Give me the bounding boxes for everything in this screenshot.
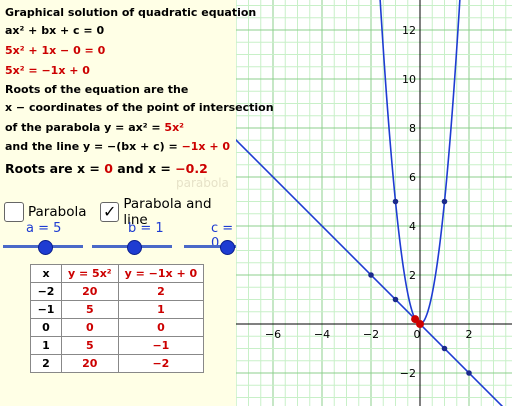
slider-c-knob[interactable] bbox=[220, 240, 235, 255]
parabola-prefix: of the parabola y = ax² = bbox=[5, 121, 165, 134]
checkbox-parabola-and-line[interactable]: ✓ Parabola and line bbox=[100, 196, 236, 228]
table-cell: 5 bbox=[61, 336, 119, 355]
explanation-line-1: Roots of the equation are the bbox=[5, 83, 189, 96]
table-cell: 5 bbox=[61, 300, 119, 319]
checkbox-box[interactable] bbox=[4, 202, 24, 222]
line-series-path bbox=[211, 115, 504, 406]
table-cell: −2 bbox=[117, 354, 205, 373]
table-header-line: y = −1x + 0 bbox=[117, 264, 205, 283]
line-point bbox=[466, 370, 472, 376]
table-cell: 2 bbox=[117, 282, 205, 301]
intersection-point bbox=[416, 320, 424, 328]
slider-c-track[interactable] bbox=[184, 245, 236, 248]
parabola-value: 5x² bbox=[164, 121, 184, 134]
x-tick-label: −4 bbox=[314, 328, 330, 341]
table-cell: 20 bbox=[61, 354, 119, 373]
parabola-point bbox=[392, 198, 399, 205]
root-1: 0 bbox=[104, 161, 113, 176]
table-cell: −1 bbox=[117, 336, 205, 355]
roots-middle: and x = bbox=[112, 161, 176, 176]
y-tick-label: 4 bbox=[409, 220, 416, 233]
x-tick-label: 0 bbox=[414, 328, 421, 341]
slider-b-label: b = 1 bbox=[128, 221, 164, 236]
table-cell: 1 bbox=[117, 300, 205, 319]
line-value: −1x + 0 bbox=[181, 140, 231, 153]
y-tick-label: 12 bbox=[402, 24, 416, 37]
slider-a-knob[interactable] bbox=[38, 240, 53, 255]
table-cell: 20 bbox=[61, 282, 119, 301]
table-header-x: x bbox=[30, 264, 62, 283]
x-tick-label: −6 bbox=[265, 328, 281, 341]
explanation-line-3: of the parabola y = ax² = 5x² bbox=[5, 121, 184, 134]
table-row: 2 20 −2 bbox=[30, 354, 205, 373]
y-tick-label: 10 bbox=[402, 73, 416, 86]
x-tick-label: 2 bbox=[466, 328, 473, 341]
line-prefix: and the line y = −(bx + c) = bbox=[5, 140, 182, 153]
page-title: Graphical solution of quadratic equation bbox=[5, 6, 257, 19]
table-row: −2 20 2 bbox=[30, 282, 205, 301]
line-point bbox=[368, 272, 374, 278]
equation-rearranged: 5x² = −1x + 0 bbox=[5, 64, 90, 77]
equation-general: ax² + bx + c = 0 bbox=[5, 24, 105, 37]
x-tick-label: −2 bbox=[363, 328, 379, 341]
table-cell: −1 bbox=[30, 300, 62, 319]
intersection-point bbox=[411, 315, 420, 324]
line-point bbox=[441, 345, 448, 352]
y-tick-label: 6 bbox=[409, 171, 416, 184]
faint-label: parabola bbox=[176, 176, 229, 190]
line-point bbox=[392, 296, 399, 303]
checkbox-label: Parabola and line bbox=[123, 196, 212, 228]
checkbox-parabola[interactable]: Parabola bbox=[4, 201, 86, 223]
slider-b-knob[interactable] bbox=[127, 240, 142, 255]
y-tick-label: −2 bbox=[400, 367, 416, 380]
explanation-line-2: x − coordinates of the point of intersec… bbox=[5, 101, 274, 114]
y-tick-label: 2 bbox=[409, 269, 416, 282]
parabola-point bbox=[441, 198, 448, 205]
table-header-parabola: y = 5x² bbox=[61, 264, 119, 283]
slider-a-label: a = 5 bbox=[26, 221, 62, 236]
table-cell: −2 bbox=[30, 282, 62, 301]
explanation-line-4: and the line y = −(bx + c) = −1x + 0 bbox=[5, 140, 230, 153]
y-tick-label: 8 bbox=[409, 122, 416, 135]
checkmark-icon[interactable]: ✓ bbox=[100, 202, 120, 222]
table-header-row: x y = 5x² y = −1x + 0 bbox=[30, 264, 205, 283]
slider-c-label: c = 0 bbox=[211, 221, 234, 251]
roots-prefix: Roots are x = bbox=[5, 161, 105, 176]
roots-text: Roots are x = 0 and x = −0.2 bbox=[5, 161, 208, 176]
table-cell: 1 bbox=[30, 336, 62, 355]
table-cell: 2 bbox=[30, 354, 62, 373]
table-cell: 0 bbox=[61, 318, 119, 337]
table-row: −1 5 1 bbox=[30, 300, 205, 319]
table-row: 1 5 −1 bbox=[30, 336, 205, 355]
equation-substituted: 5x² + 1x − 0 = 0 bbox=[5, 44, 106, 57]
info-panel: Graphical solution of quadratic equation… bbox=[0, 0, 274, 406]
table-cell: 0 bbox=[117, 318, 205, 337]
checkbox-label: Parabola bbox=[28, 204, 87, 220]
root-2: −0.2 bbox=[175, 161, 208, 176]
table-cell: 0 bbox=[30, 318, 62, 337]
